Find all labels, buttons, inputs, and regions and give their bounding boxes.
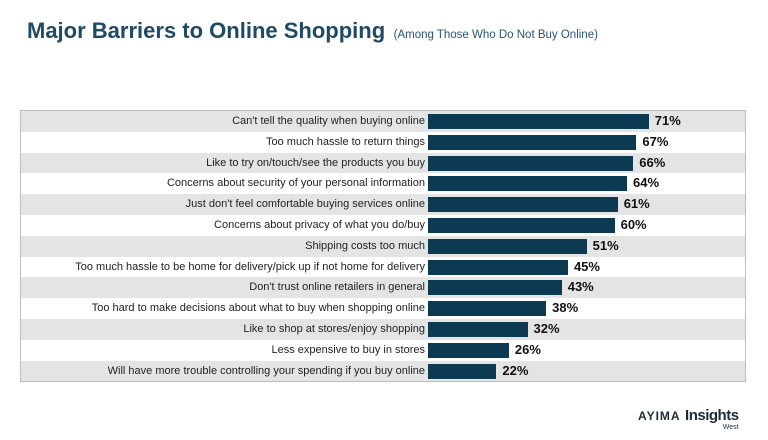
category-label: Shipping costs too much — [305, 239, 425, 252]
chart-row: Don't trust online retailers in general 4… — [21, 277, 745, 299]
bar — [428, 321, 528, 337]
chart-row: Too hard to make decisions about what to… — [21, 298, 745, 319]
value-label: 66% — [639, 154, 666, 170]
bar — [428, 217, 615, 233]
chart-row: Concerns about security of your personal… — [21, 173, 745, 194]
logo-suffix: West — [722, 424, 739, 431]
chart-title-block: Major Barriers to Online Shopping (Among… — [27, 18, 598, 44]
bar — [428, 197, 618, 213]
category-label: Can't tell the quality when buying onlin… — [232, 115, 425, 127]
value-label: 67% — [642, 133, 669, 149]
value-label: 71% — [654, 113, 681, 128]
bar — [428, 134, 637, 150]
logo-brand: AYIMA — [638, 409, 681, 423]
category-label: Concerns about security of your personal… — [166, 177, 425, 190]
chart-row: Shipping costs too much 51% — [21, 235, 745, 257]
bar — [428, 342, 509, 358]
value-label: 26% — [514, 341, 541, 357]
chart-row: Too much hassle to return things 67% — [21, 132, 745, 153]
logo-name: Insights — [685, 407, 739, 424]
category-label: Just don't feel comfortable buying servi… — [185, 198, 425, 211]
chart-row: Too much hassle to be home for delivery/… — [21, 257, 745, 278]
chart-subtitle: (Among Those Who Do Not Buy Online) — [393, 29, 598, 41]
category-label: Concerns about privacy of what you do/bu… — [214, 218, 425, 231]
chart-row: Just don't feel comfortable buying servi… — [21, 194, 745, 215]
chart-row: Less expensive to buy in stores 26% — [21, 340, 745, 361]
chart-row: Concerns about privacy of what you do/bu… — [21, 215, 745, 236]
bar — [428, 114, 649, 129]
value-label: 60% — [620, 216, 647, 232]
category-label: Too much hassle to be home for delivery/… — [75, 260, 425, 273]
category-label: Less expensive to buy in stores — [271, 343, 425, 356]
value-label: 51% — [592, 237, 619, 253]
category-label: Like to shop at stores/enjoy shopping — [243, 322, 425, 335]
value-label: 64% — [633, 175, 660, 191]
bar — [428, 155, 634, 171]
ayima-insights-logo: AYIMA Insights West — [638, 407, 739, 431]
bar — [428, 280, 562, 296]
chart-row: Can't tell the quality when buying onlin… — [21, 111, 745, 132]
bar — [428, 363, 497, 379]
category-label: Too hard to make decisions about what to… — [91, 302, 425, 315]
value-label: 45% — [573, 258, 600, 274]
category-label: Too much hassle to return things — [266, 135, 425, 148]
bar-chart: Can't tell the quality when buying onlin… — [20, 110, 746, 383]
chart-row: Will have more trouble controlling your … — [21, 360, 745, 382]
category-label: Will have more trouble controlling your … — [107, 364, 425, 377]
value-label: 43% — [567, 279, 594, 295]
category-label: Like to try on/touch/see the products yo… — [206, 156, 425, 169]
category-label: Don't trust online retailers in general — [249, 281, 425, 294]
bar — [428, 301, 547, 317]
chart-row: Like to shop at stores/enjoy shopping 32% — [21, 318, 745, 340]
value-label: 61% — [623, 196, 650, 212]
value-label: 22% — [502, 362, 529, 378]
bar — [428, 176, 628, 192]
value-label: 32% — [533, 320, 560, 336]
chart-row: Like to try on/touch/see the products yo… — [21, 152, 745, 174]
chart-title: Major Barriers to Online Shopping — [27, 18, 386, 43]
bar — [428, 259, 568, 275]
bar — [428, 238, 587, 254]
value-label: 38% — [552, 300, 579, 316]
